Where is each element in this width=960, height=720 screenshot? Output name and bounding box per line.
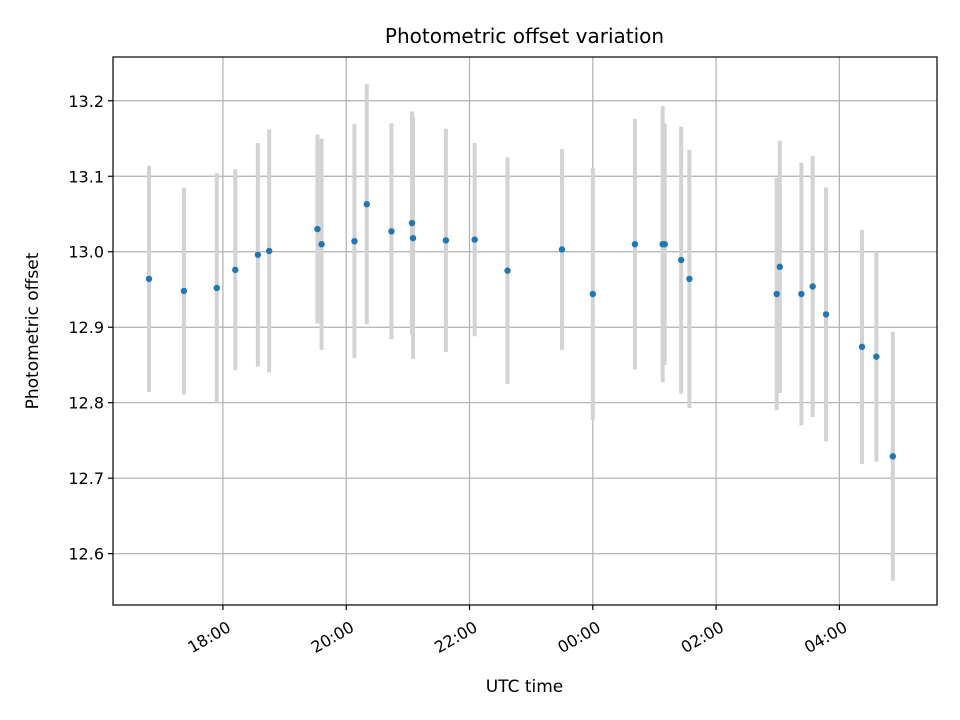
data-point: [409, 234, 417, 242]
error-bars: [146, 84, 895, 581]
data-point: [558, 246, 566, 253]
x-tick-label: 04:00: [801, 617, 850, 657]
x-tick-label: 22:00: [431, 617, 480, 657]
data-point: [504, 267, 511, 274]
data-point: [889, 453, 897, 460]
data-point: [351, 237, 358, 245]
y-tick-label: 12.6: [68, 545, 104, 564]
x-axis-ticks: 18:00 20:00 22:00 00:00 02:00 04:00: [185, 605, 850, 657]
data-point: [661, 240, 668, 248]
data-point: [388, 228, 395, 235]
y-tick-label: 13.0: [68, 243, 104, 262]
data-point: [822, 311, 830, 318]
x-axis-label: UTC time: [486, 677, 564, 697]
data-point: [314, 225, 321, 233]
y-axis-label: Photometric offset: [23, 252, 43, 409]
data-point: [408, 219, 416, 227]
data-point: [776, 263, 784, 271]
y-tick-label: 13.2: [68, 92, 104, 111]
data-point: [858, 343, 866, 351]
data-point: [232, 266, 239, 274]
data-point: [145, 275, 153, 283]
data-point: [180, 287, 188, 295]
x-tick-label: 20:00: [308, 617, 357, 657]
data-point: [318, 240, 325, 248]
chart-title: Photometric offset variation: [385, 24, 664, 48]
data-point: [873, 353, 880, 360]
data-point: [442, 237, 450, 244]
y-tick-label: 12.9: [68, 318, 104, 337]
plot-frame: [112, 56, 938, 606]
data-point: [631, 240, 639, 248]
data-point: [254, 251, 262, 258]
y-axis-ticks: 12.6 12.7 12.8 12.9 13.0 13.1 13.2: [68, 92, 113, 564]
data-point: [686, 275, 693, 283]
data-point: [809, 283, 816, 290]
data-point: [773, 290, 780, 298]
data-point: [213, 284, 220, 292]
data-point: [589, 290, 597, 298]
data-point: [363, 200, 370, 208]
data-point: [265, 247, 273, 255]
data-point: [677, 256, 685, 264]
data-point: [798, 290, 805, 298]
x-tick-label: 02:00: [678, 617, 727, 657]
x-tick-label: 18:00: [185, 617, 234, 657]
y-tick-label: 13.1: [68, 167, 104, 186]
data-points: [145, 200, 897, 460]
x-tick-label: 00:00: [554, 617, 603, 657]
data-point: [471, 236, 478, 243]
y-tick-label: 12.7: [68, 469, 104, 488]
y-tick-label: 12.8: [68, 394, 104, 413]
